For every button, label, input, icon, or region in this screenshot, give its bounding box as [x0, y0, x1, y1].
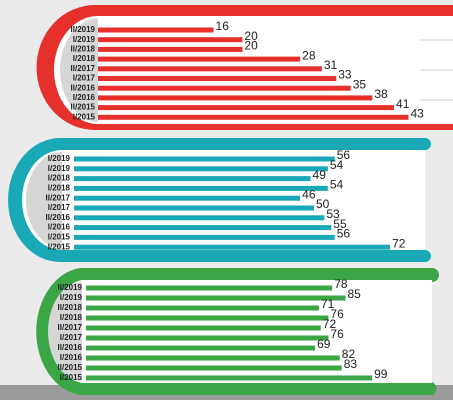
bar	[98, 85, 351, 91]
bar	[74, 156, 335, 162]
bar	[74, 234, 335, 240]
value-label: 56	[337, 148, 351, 162]
bar	[86, 285, 333, 291]
value-label: 41	[396, 97, 410, 111]
bar	[86, 305, 319, 311]
value-label: 72	[392, 236, 406, 250]
value-label: 76	[330, 307, 344, 321]
bar	[74, 176, 311, 182]
value-label: 56	[337, 227, 351, 241]
value-label: 20	[244, 39, 258, 53]
value-label: 69	[317, 337, 331, 351]
category-label: I/2018	[73, 54, 96, 63]
value-label: 50	[316, 197, 330, 211]
bar	[86, 345, 316, 351]
category-label: II/2018	[58, 303, 83, 312]
category-label: II/2015	[71, 103, 96, 112]
bar	[98, 76, 337, 81]
category-label: II/2015	[58, 363, 83, 372]
bar	[74, 215, 325, 221]
bar	[74, 205, 314, 211]
value-label: 54	[330, 178, 344, 192]
value-label: 33	[338, 68, 352, 82]
category-label: II/2016	[58, 343, 83, 352]
value-label: 71	[321, 297, 335, 311]
category-label: I/2016	[48, 223, 71, 232]
category-label: I/2018	[60, 313, 83, 322]
value-label: 76	[330, 327, 344, 341]
bar	[74, 244, 391, 250]
category-label: I/2017	[48, 203, 71, 212]
bar	[86, 295, 346, 301]
category-label: II/2016	[71, 83, 96, 92]
bar	[98, 56, 301, 62]
value-label: 99	[374, 367, 388, 381]
value-label: 43	[410, 106, 424, 120]
value-label: 85	[348, 287, 362, 301]
category-label: II/2017	[58, 323, 83, 332]
value-label: 54	[330, 158, 344, 172]
category-label: I/2017	[73, 74, 96, 83]
bar	[98, 114, 409, 120]
category-label: I/2017	[60, 333, 83, 342]
category-label: II/2017	[71, 64, 96, 73]
category-label: I/2018	[48, 174, 71, 183]
value-label: 35	[353, 77, 367, 91]
category-label: II/2019	[71, 25, 96, 34]
category-label: I/2016	[60, 353, 83, 362]
category-label: I/2015	[73, 112, 96, 121]
bar	[86, 375, 373, 381]
bar	[86, 355, 340, 361]
category-label: I/2015	[60, 373, 83, 382]
bar	[98, 105, 395, 111]
value-label: 55	[333, 217, 347, 231]
value-label: 20	[244, 29, 258, 43]
bar	[86, 365, 342, 371]
category-label: I/2019	[48, 154, 71, 163]
category-label: I/2019	[48, 164, 71, 173]
bar	[74, 195, 301, 201]
bar	[98, 46, 243, 52]
bar	[74, 185, 328, 191]
bar	[86, 335, 329, 341]
bar	[98, 27, 214, 33]
value-label: 28	[302, 48, 316, 62]
category-label: II/2017	[46, 193, 71, 202]
value-label: 16	[216, 19, 230, 33]
bar	[74, 225, 332, 231]
category-label: I/2016	[73, 93, 96, 102]
bar	[98, 66, 322, 72]
value-label: 38	[374, 87, 388, 101]
value-label: 31	[324, 58, 338, 72]
category-label: II/2016	[46, 213, 71, 222]
category-label: I/2018	[48, 184, 71, 193]
category-label: I/2019	[73, 35, 96, 44]
bar	[86, 315, 329, 321]
bar	[86, 325, 321, 331]
value-label: 78	[334, 277, 348, 291]
bar	[98, 37, 243, 43]
value-label: 49	[313, 168, 327, 182]
category-label: I/2015	[48, 242, 71, 251]
value-label: 46	[302, 187, 316, 201]
value-label: 72	[323, 317, 337, 331]
value-label: 82	[342, 347, 356, 361]
category-label: II/2019	[58, 283, 83, 292]
bar	[74, 166, 328, 172]
bar	[98, 95, 373, 101]
value-label: 83	[344, 357, 358, 371]
category-label: II/2018	[71, 45, 96, 54]
category-label: I/2019	[60, 293, 83, 302]
value-label: 53	[326, 207, 340, 221]
category-label: I/2015	[48, 233, 71, 242]
